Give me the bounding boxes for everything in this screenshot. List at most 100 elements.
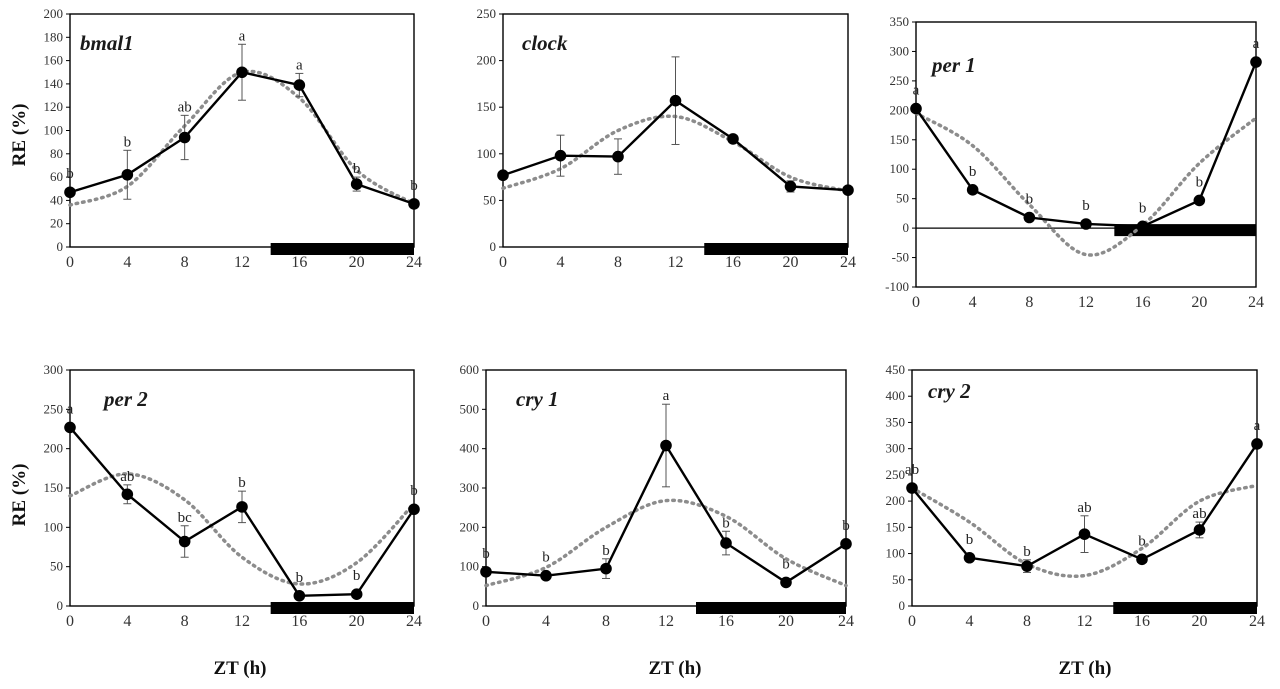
significance-label: b: [1026, 192, 1034, 208]
x-axis-label-col3: ZT (h): [1059, 658, 1112, 679]
plot-frame: [502, 13, 849, 248]
y-tick-label: 100: [890, 161, 910, 176]
x-tick-label: 16: [291, 254, 307, 271]
data-point: [1023, 211, 1036, 224]
data-point: [121, 488, 134, 501]
x-tick-label: 20: [349, 254, 365, 271]
y-tick-label: 600: [460, 362, 480, 377]
y-tick-label: 200: [886, 493, 906, 508]
significance-label: b: [410, 178, 418, 194]
fitted-curve: [484, 498, 848, 588]
significance-label: a: [663, 388, 670, 404]
x-tick-label: 16: [1135, 294, 1151, 311]
dark-phase-bar: [270, 243, 414, 255]
y-tick-label: 200: [477, 53, 497, 68]
x-tick-label: 12: [234, 254, 250, 271]
data-point: [727, 133, 739, 145]
significance-label: bc: [178, 510, 193, 526]
data-point: [236, 501, 248, 513]
data-point: [1078, 528, 1091, 540]
x-tick-label: 12: [1078, 294, 1094, 311]
data-point: [910, 102, 922, 115]
y-tick-label: 50: [50, 559, 63, 574]
x-tick-label: 0: [482, 613, 490, 630]
y-tick-label: 200: [460, 519, 480, 534]
data-point: [842, 184, 854, 196]
panel-bmal1: 0 20 40 60 80 100 120 140 160 180 200 0 4 8 12 16 20 24 bm…: [44, 6, 423, 271]
data-point: [540, 569, 552, 582]
data-point: [350, 588, 363, 600]
y-tick-label: 350: [890, 14, 910, 29]
data-point: [350, 178, 363, 190]
data-point: [408, 198, 420, 210]
y-tick-label: -100: [885, 279, 909, 294]
y-tick-label: 100: [44, 519, 64, 534]
significance-label: b: [969, 164, 977, 180]
y-tick-label: 140: [44, 76, 64, 91]
significance-label: a: [67, 401, 74, 417]
significance-label: ab: [120, 469, 134, 485]
data-point: [784, 180, 797, 193]
y-tick-label: -50: [892, 250, 909, 265]
y-tick-label: 300: [44, 362, 64, 377]
y-tick-label: 150: [886, 519, 906, 534]
significance-label: ab: [905, 462, 919, 478]
significance-label: b: [842, 518, 850, 534]
data-point: [600, 562, 612, 575]
y-tick-label: 250: [890, 73, 910, 88]
data-point: [408, 503, 420, 516]
significance-label: a: [296, 57, 303, 73]
x-tick-label: 20: [1191, 294, 1207, 311]
panel-title: cry 2: [928, 379, 971, 403]
data-point: [1193, 524, 1206, 536]
y-tick-label: 50: [483, 192, 496, 207]
plot-frame: [915, 21, 1257, 288]
x-tick-label: 12: [668, 254, 684, 271]
y-tick-label: 100: [460, 559, 480, 574]
x-tick-label: 8: [181, 254, 189, 271]
data-point: [1080, 218, 1092, 230]
x-tick-label: 24: [1248, 294, 1264, 311]
data-point: [293, 79, 306, 91]
data-point: [612, 150, 624, 163]
panel-per-2: 0 50 100 150 200 250 300 0 4 8 12 16 20 24 per 2 a ab bc b…: [44, 362, 423, 630]
data-point: [840, 538, 852, 550]
dark-phase-bar: [704, 243, 848, 255]
data-point: [178, 131, 191, 144]
data-point: [1021, 560, 1033, 572]
x-tick-label: 8: [1023, 613, 1031, 630]
x-tick-label: 0: [912, 294, 920, 311]
significance-label: a: [239, 28, 246, 44]
x-tick-label: 20: [349, 613, 365, 630]
data-point: [780, 576, 792, 589]
y-tick-label: 350: [886, 414, 906, 429]
y-tick-label: 180: [44, 29, 64, 44]
significance-label: a: [913, 83, 920, 99]
dark-phase-bar: [696, 602, 846, 614]
y-tick-label: 400: [460, 441, 480, 456]
x-tick-label: 8: [1025, 294, 1033, 311]
panel-cry-1: 0 100 200 300 400 500 600 0 4 8 12 16 20 24 cry 1 b b b a b…: [460, 362, 855, 630]
x-tick-label: 0: [499, 254, 507, 271]
y-tick-label: 120: [44, 99, 64, 114]
y-tick-label: 20: [50, 216, 63, 231]
x-tick-label: 16: [1134, 613, 1150, 630]
x-tick-label: 24: [406, 613, 422, 630]
y-tick-label: 450: [886, 362, 906, 377]
y-tick-label: 0: [899, 598, 906, 613]
y-axis-label-top: RE (%): [9, 104, 30, 167]
y-tick-label: 160: [44, 53, 64, 68]
significance-label: b: [782, 556, 790, 572]
y-tick-label: 50: [896, 191, 909, 206]
y-tick-label: 400: [886, 388, 906, 403]
x-tick-label: 8: [602, 613, 610, 630]
y-tick-label: 80: [50, 146, 63, 161]
panel-title: per 1: [930, 53, 976, 77]
significance-label: b: [1138, 533, 1146, 549]
data-point: [293, 589, 306, 602]
data-point: [178, 535, 191, 548]
significance-label: a: [1254, 418, 1261, 434]
y-axis-label-bottom: RE (%): [9, 464, 30, 527]
